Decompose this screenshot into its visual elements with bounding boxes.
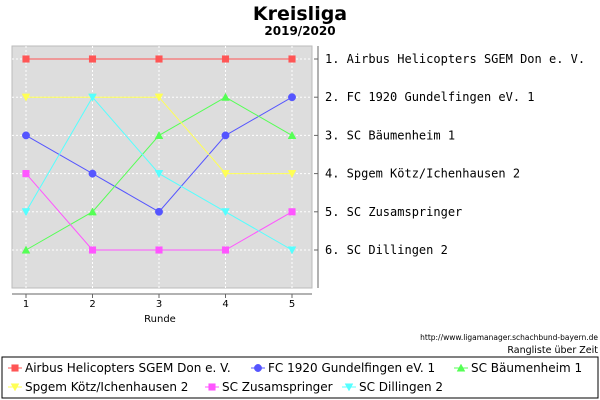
series-4-point-1 [21, 93, 31, 102]
legend-label-4: Spgem Kötz/Ichenhausen 2 [25, 380, 188, 394]
series-6-point-3 [154, 170, 164, 179]
series-3-point-2 [88, 207, 97, 216]
legend-entry-1: Airbus Helicopters SGEM Don e. V. [8, 361, 231, 375]
series-5-point-4 [221, 246, 230, 254]
legend-label-1: Airbus Helicopters SGEM Don e. V. [25, 361, 231, 375]
rank-label-1: 1. Airbus Helicopters SGEM Don e. V. [325, 52, 585, 66]
legend-box [1, 356, 599, 399]
legend-marker-4 [10, 383, 20, 392]
series-2 [22, 93, 296, 216]
rank-label-4: 4. Spgem Kötz/Ichenhausen 2 [325, 167, 520, 181]
series-2-point-4 [221, 131, 230, 140]
legend-label-6: SC Dillingen 2 [359, 380, 443, 394]
series-3-point-4 [221, 92, 230, 101]
rank-label-2: 2. FC 1920 Gundelfingen eV. 1 [325, 90, 535, 104]
x-tick-label-3: 4 [222, 299, 228, 310]
legend: Airbus Helicopters SGEM Don e. V. FC 1920… [8, 361, 582, 394]
series-2-point-2 [88, 169, 97, 178]
series-lines [21, 55, 297, 255]
legend-entry-2: FC 1920 Gundelfingen eV. 1 [251, 361, 435, 375]
rank-label-5: 5. SC Zusamspringer [325, 205, 462, 219]
legend-marker-2 [254, 364, 262, 372]
series-6-point-1 [21, 208, 31, 217]
chart-subtitle: 2019/2020 [264, 24, 335, 38]
chart-title: Kreisliga [253, 3, 347, 25]
series-3-point-5 [287, 130, 297, 139]
axes: 1 2 3 4 5 [12, 46, 319, 310]
legend-marker-5 [208, 383, 216, 391]
legend-marker-3 [456, 363, 466, 372]
legend-entry-3: SC Bäumenheim 1 [454, 361, 582, 375]
series-6-point-2 [88, 93, 97, 102]
series-5-point-2 [88, 246, 97, 254]
x-tick-label-1: 2 [89, 299, 95, 310]
series-3-point-1 [21, 245, 31, 254]
rank-label-3: 3. SC Bäumenheim 1 [325, 128, 455, 142]
series-2-point-1 [22, 131, 30, 140]
series-2-point-5 [288, 93, 296, 102]
x-tick-label-4: 5 [289, 299, 295, 310]
series-1-point-1 [22, 55, 30, 63]
series-1-point-2 [88, 55, 97, 63]
x-tick-label-2: 3 [156, 299, 162, 310]
rank-label-6: 6. SC Dillingen 2 [325, 243, 448, 257]
series-5-point-5 [288, 208, 296, 216]
rank-labels: 1. Airbus Helicopters SGEM Don e. V. 2. F… [325, 52, 585, 257]
series-2-point-3 [155, 207, 163, 216]
legend-entry-6: SC Dillingen 2 [342, 380, 443, 394]
x-tick-label-0: 1 [23, 299, 29, 310]
legend-marker-6 [344, 383, 354, 392]
series-1-point-3 [155, 55, 163, 63]
series-4-point-3 [154, 93, 164, 102]
legend-marker-1 [11, 364, 19, 372]
series-5-point-3 [155, 246, 163, 254]
series-4-point-5 [287, 170, 297, 179]
x-axis-label: Runde [144, 314, 176, 325]
series-6-point-5 [287, 246, 297, 255]
legend-label-5: SC Zusamspringer [222, 380, 333, 394]
series-1 [22, 55, 296, 63]
series-1-point-4 [221, 55, 230, 63]
legend-label-2: FC 1920 Gundelfingen eV. 1 [268, 361, 435, 375]
legend-label-3: SC Bäumenheim 1 [471, 361, 582, 375]
series-1-point-5 [288, 55, 296, 63]
legend-entry-4: Spgem Kötz/Ichenhausen 2 [8, 380, 188, 394]
series-5-point-1 [22, 170, 30, 178]
legend-entry-5: SC Zusamspringer [205, 380, 333, 394]
series-3-point-3 [154, 130, 164, 139]
source-url: http://www.ligamanager.schachbund-bayern… [420, 333, 598, 342]
series-6-point-4 [221, 208, 230, 217]
series-5 [22, 170, 296, 254]
source-caption: Rangliste über Zeit [507, 345, 598, 356]
series-6 [21, 93, 297, 255]
series-4-point-4 [221, 170, 230, 179]
